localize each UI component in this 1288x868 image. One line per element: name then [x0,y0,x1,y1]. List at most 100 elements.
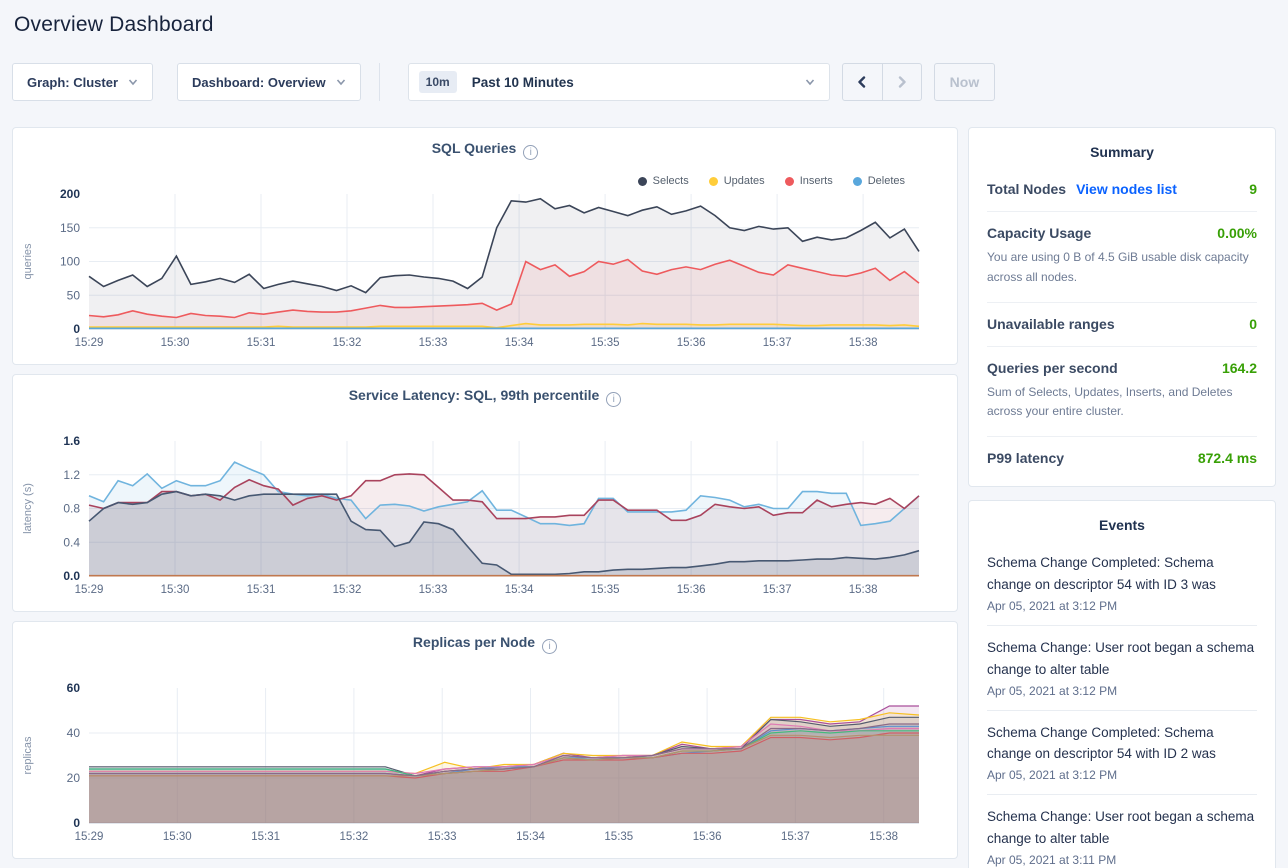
svg-text:15:30: 15:30 [163,831,192,843]
svg-text:1.6: 1.6 [63,434,80,448]
svg-text:100: 100 [60,255,80,269]
dashboard-dropdown-label: Dashboard: Overview [192,74,326,90]
legend-item-selects: Selects [637,175,689,187]
summary-label: Unavailable ranges [987,315,1115,332]
charts-column: SQL Queries i Selects Updates Inserts Del… [12,127,958,859]
svg-text:15:37: 15:37 [763,337,792,349]
toolbar-divider [378,63,380,101]
info-icon[interactable]: i [606,392,622,407]
time-range-badge: 10m [418,71,457,93]
svg-text:15:36: 15:36 [677,584,706,596]
legend-dot [784,176,794,186]
event-timestamp: Apr 05, 2021 at 3:12 PM [987,683,1118,698]
legend-dot [708,176,718,186]
summary-row-capacity: Capacity Usage 0.00% You are using 0 B o… [987,212,1257,303]
event-item: Schema Change Completed: Schema change o… [987,541,1257,626]
replicas-panel: Replicas per Node i 15:29 15:30 15:31 15:32 1… [12,621,958,859]
svg-text:15:32: 15:32 [333,584,362,596]
summary-value: 9 [1249,181,1257,197]
svg-text:20: 20 [67,771,81,785]
legend-dot [637,176,647,186]
legend-dot [852,176,862,186]
time-range-label: Past 10 Minutes [471,74,574,90]
chevron-left-icon [858,76,866,88]
graph-dropdown[interactable]: Graph: Cluster [12,63,154,101]
time-nav-group [841,63,922,101]
svg-text:15:33: 15:33 [428,831,457,843]
svg-text:15:38: 15:38 [869,831,898,843]
legend-item-updates: Updates [708,175,765,187]
svg-text:50: 50 [67,288,81,302]
page-header: Overview Dashboard [0,0,1288,37]
legend-item-inserts: Inserts [784,175,833,187]
sql-latency-panel: Service Latency: SQL, 99th percentile i 1… [12,374,958,612]
svg-text:0.4: 0.4 [63,535,80,549]
svg-text:15:35: 15:35 [591,337,620,349]
svg-text:15:36: 15:36 [677,337,706,349]
svg-text:15:29: 15:29 [75,831,104,843]
svg-text:1.2: 1.2 [63,468,80,482]
summary-value: 872.4 ms [1197,450,1257,467]
event-item: Schema Change Completed: Schema change o… [987,711,1257,796]
time-range-picker[interactable]: 10m Past 10 Minutes [407,63,830,101]
svg-text:15:35: 15:35 [604,831,633,843]
summary-panel: Summary Total Nodes View nodes list 9 Ca… [968,127,1276,488]
view-nodes-list-link[interactable]: View nodes list [1076,181,1177,197]
svg-text:15:34: 15:34 [505,584,534,596]
time-back-button[interactable] [843,64,882,100]
summary-label: Total Nodes [987,181,1067,197]
svg-text:0.0: 0.0 [63,569,80,583]
event-item: Schema Change: User root began a schema … [987,795,1257,868]
chevron-right-icon [898,76,906,88]
svg-text:15:32: 15:32 [333,337,362,349]
svg-text:15:38: 15:38 [849,337,878,349]
dashboard-dropdown[interactable]: Dashboard: Overview [177,63,361,101]
events-panel: Events Schema Change Completed: Schema c… [968,500,1276,868]
summary-label: Queries per second [987,359,1118,376]
svg-text:0: 0 [73,322,80,336]
chevron-down-icon [128,79,138,86]
summary-title: Summary [1090,144,1154,160]
sql-latency-chart[interactable]: 15:29 15:30 15:31 15:32 15:33 15:34 15:35 15:36… [13,411,957,611]
page-title: Overview Dashboard [14,13,214,36]
info-icon[interactable]: i [542,639,558,654]
summary-row-total-nodes: Total Nodes View nodes list 9 [987,168,1257,212]
legend-item-deletes: Deletes [852,175,905,187]
sql-queries-chart[interactable]: 15:29 15:30 15:31 15:32 15:33 15:34 15:35 15:36… [13,164,957,364]
svg-text:15:33: 15:33 [419,584,448,596]
main-content: SQL Queries i Selects Updates Inserts Del… [12,127,1276,868]
svg-text:0.8: 0.8 [63,502,80,516]
svg-text:15:29: 15:29 [75,584,104,596]
svg-text:15:36: 15:36 [693,831,722,843]
event-timestamp: Apr 05, 2021 at 3:11 PM [987,853,1117,868]
svg-text:15:30: 15:30 [161,584,190,596]
svg-text:15:31: 15:31 [251,831,280,843]
svg-text:40: 40 [67,726,81,740]
events-title: Events [1099,517,1145,534]
summary-row-qps: Queries per second 164.2 Sum of Selects,… [987,347,1257,438]
event-text: Schema Change Completed: Schema change o… [987,724,1216,762]
svg-text:15:37: 15:37 [763,584,792,596]
svg-text:15:32: 15:32 [340,831,369,843]
svg-text:queries: queries [22,243,34,280]
svg-text:15:30: 15:30 [161,337,190,349]
svg-text:200: 200 [60,187,80,201]
replicas-chart[interactable]: 15:29 15:30 15:31 15:32 15:33 15:34 15:35 15:36… [13,658,957,858]
summary-value: 0 [1249,315,1257,332]
graph-dropdown-label: Graph: Cluster [27,74,119,90]
svg-text:15:35: 15:35 [591,584,620,596]
svg-text:15:34: 15:34 [505,337,534,349]
sql-queries-legend: Selects Updates Inserts Deletes [637,175,905,187]
event-text: Schema Change: User root began a schema … [987,639,1255,677]
sql-latency-title: Service Latency: SQL, 99th percentile [348,387,600,403]
info-icon[interactable]: i [523,145,539,160]
toolbar: Graph: Cluster Dashboard: Overview 10m P… [12,63,1276,101]
now-button[interactable]: Now [933,63,996,101]
svg-text:15:33: 15:33 [419,337,448,349]
svg-text:latency (s): latency (s) [22,483,34,534]
time-forward-button[interactable] [881,64,921,100]
event-text: Schema Change: User root began a schema … [987,809,1255,847]
summary-value: 0.00% [1217,225,1257,241]
summary-label: Capacity Usage [987,225,1092,241]
svg-text:replicas: replicas [22,736,34,774]
